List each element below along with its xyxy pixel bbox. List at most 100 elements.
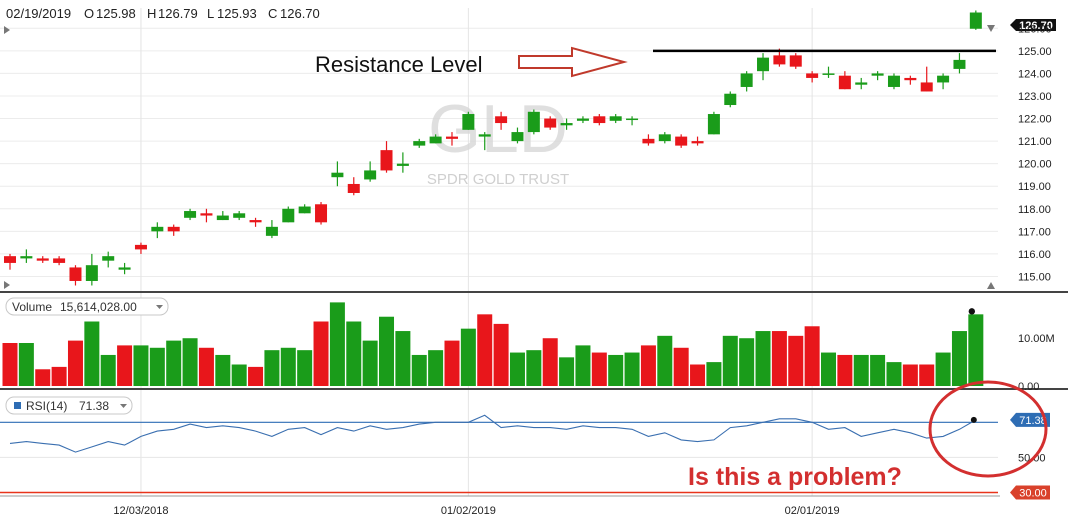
candle xyxy=(216,211,229,221)
candle-body xyxy=(969,12,982,29)
volume-bar xyxy=(788,335,804,386)
volume-bar xyxy=(870,354,886,386)
candle-body xyxy=(265,226,278,236)
watermark-name: SPDR GOLD TRUST xyxy=(427,171,569,188)
header-high-label: H xyxy=(147,6,156,21)
candle xyxy=(462,111,475,130)
rsi-value-badge: 71.38 xyxy=(1010,412,1050,427)
candle xyxy=(855,77,868,90)
volume-bar xyxy=(673,347,689,386)
volume-bar xyxy=(886,362,902,386)
candle xyxy=(298,204,311,214)
volume-tick-label: 10.00M xyxy=(1018,333,1055,345)
volume-bar xyxy=(35,369,51,386)
panel-down-icon[interactable] xyxy=(987,25,995,32)
volume-bar xyxy=(460,328,476,386)
candle-body xyxy=(282,208,295,223)
expand-left-icon[interactable] xyxy=(4,281,10,289)
candle xyxy=(364,161,377,182)
volume-bar xyxy=(657,335,673,386)
candle xyxy=(757,53,770,81)
candle xyxy=(53,256,66,266)
volume-bar xyxy=(198,347,214,386)
volume-bar xyxy=(837,354,853,386)
candle xyxy=(822,66,835,78)
candle-body xyxy=(69,267,82,281)
volume-legend[interactable]: Volume 15,614,028.00 xyxy=(5,297,169,316)
volume-bar xyxy=(329,302,345,386)
candle xyxy=(707,111,720,135)
price-tick-label: 119.00 xyxy=(1018,181,1051,193)
header-high: 126.79 xyxy=(158,6,198,21)
volume-bar xyxy=(215,354,231,386)
candle-body xyxy=(102,256,115,261)
price-tick-label: 118.00 xyxy=(1018,204,1051,216)
candle-body xyxy=(413,141,426,146)
candle-body xyxy=(724,93,737,106)
candle xyxy=(593,114,606,126)
rsi-label: RSI(14) xyxy=(26,399,67,413)
volume-bar xyxy=(117,345,133,386)
candle-body xyxy=(757,57,770,72)
candle-body xyxy=(20,256,33,259)
candle-body xyxy=(920,82,933,92)
volume-bar xyxy=(280,347,296,386)
candle xyxy=(380,141,393,173)
candle-body xyxy=(838,75,851,90)
chevron-down-icon[interactable] xyxy=(120,404,127,408)
volume-bar xyxy=(608,354,624,386)
candle-body xyxy=(429,136,442,144)
candle-body xyxy=(151,226,164,232)
date-tick-label: 12/03/2018 xyxy=(113,505,168,517)
volume-bar xyxy=(919,364,935,386)
candle xyxy=(920,66,933,92)
candle xyxy=(396,152,409,173)
volume-bar xyxy=(297,350,313,386)
candle xyxy=(953,53,966,74)
candle-body xyxy=(658,134,671,142)
candle xyxy=(724,91,737,108)
candle xyxy=(134,242,147,254)
rsi-value: 71.38 xyxy=(79,399,109,413)
volume-bar xyxy=(526,350,542,386)
candle xyxy=(609,114,622,124)
candle xyxy=(265,220,278,239)
volume-bar xyxy=(428,350,444,386)
candle xyxy=(249,217,262,227)
rsi-legend[interactable]: RSI(14) 71.38 xyxy=(5,396,133,415)
candle xyxy=(691,136,704,146)
panel-up-icon[interactable] xyxy=(987,282,995,289)
candle-body xyxy=(904,77,917,81)
price-tick-label: 116.00 xyxy=(1018,249,1051,261)
volume-bar xyxy=(755,331,771,386)
candle xyxy=(527,109,540,135)
volume-bar xyxy=(804,326,820,386)
volume-bar xyxy=(2,343,18,386)
candle-body xyxy=(822,73,835,75)
candle xyxy=(118,262,131,275)
volume-bar xyxy=(362,340,378,386)
rsi-last-marker xyxy=(970,416,977,423)
candle-body xyxy=(740,73,753,87)
collapse-up-icon[interactable] xyxy=(4,26,10,34)
volume-bar xyxy=(624,352,640,386)
candle xyxy=(495,111,508,130)
header-low-label: L xyxy=(207,6,214,21)
volume-bar xyxy=(395,331,411,386)
candle xyxy=(904,75,917,85)
candle-body xyxy=(527,111,540,133)
candle xyxy=(478,132,491,151)
volume-bar xyxy=(182,338,198,386)
volume-bar xyxy=(149,347,165,386)
candle-body xyxy=(593,116,606,124)
candle-body xyxy=(707,114,720,135)
candle xyxy=(445,132,458,146)
last-price-text: 126.70 xyxy=(1019,20,1053,32)
volume-bar xyxy=(706,362,722,386)
candle xyxy=(233,211,246,221)
chevron-down-icon[interactable] xyxy=(156,305,163,309)
candle-body xyxy=(167,226,180,232)
candle-body xyxy=(233,213,246,218)
volume-bar xyxy=(902,364,918,386)
